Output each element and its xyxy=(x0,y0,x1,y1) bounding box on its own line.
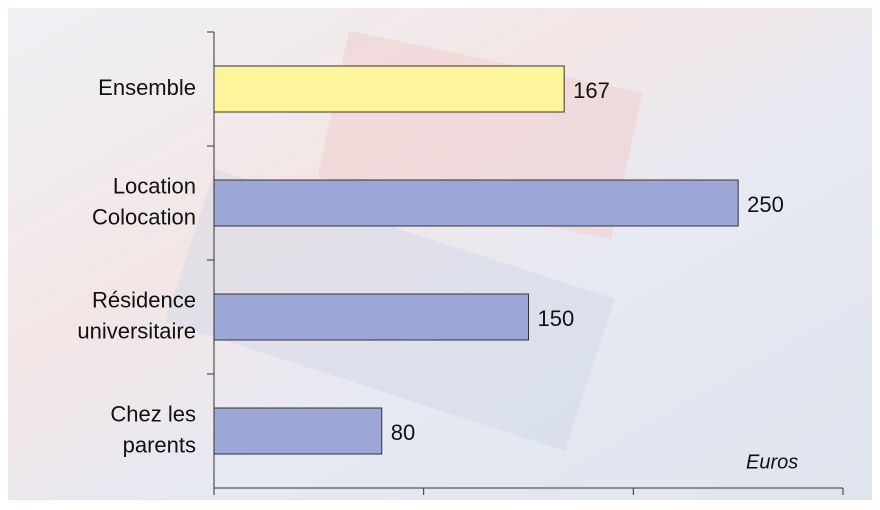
bar xyxy=(213,407,383,455)
y-tick-label: universitaire xyxy=(77,318,196,343)
y-tick-label: Chez les xyxy=(110,401,196,426)
value-label: 250 xyxy=(747,192,784,217)
value-label: 150 xyxy=(538,306,575,331)
value-label: 80 xyxy=(391,420,415,445)
bar xyxy=(213,65,565,113)
x-axis-label: Euros xyxy=(746,451,798,473)
y-tick-label: parents xyxy=(123,432,196,457)
bar xyxy=(213,179,739,227)
y-tick-label: Colocation xyxy=(92,204,196,229)
value-label: 167 xyxy=(573,78,610,103)
bar xyxy=(213,293,529,341)
y-tick-label: Location xyxy=(113,173,196,198)
y-tick-label: Résidence xyxy=(92,287,196,312)
y-tick-label: Ensemble xyxy=(98,75,196,100)
